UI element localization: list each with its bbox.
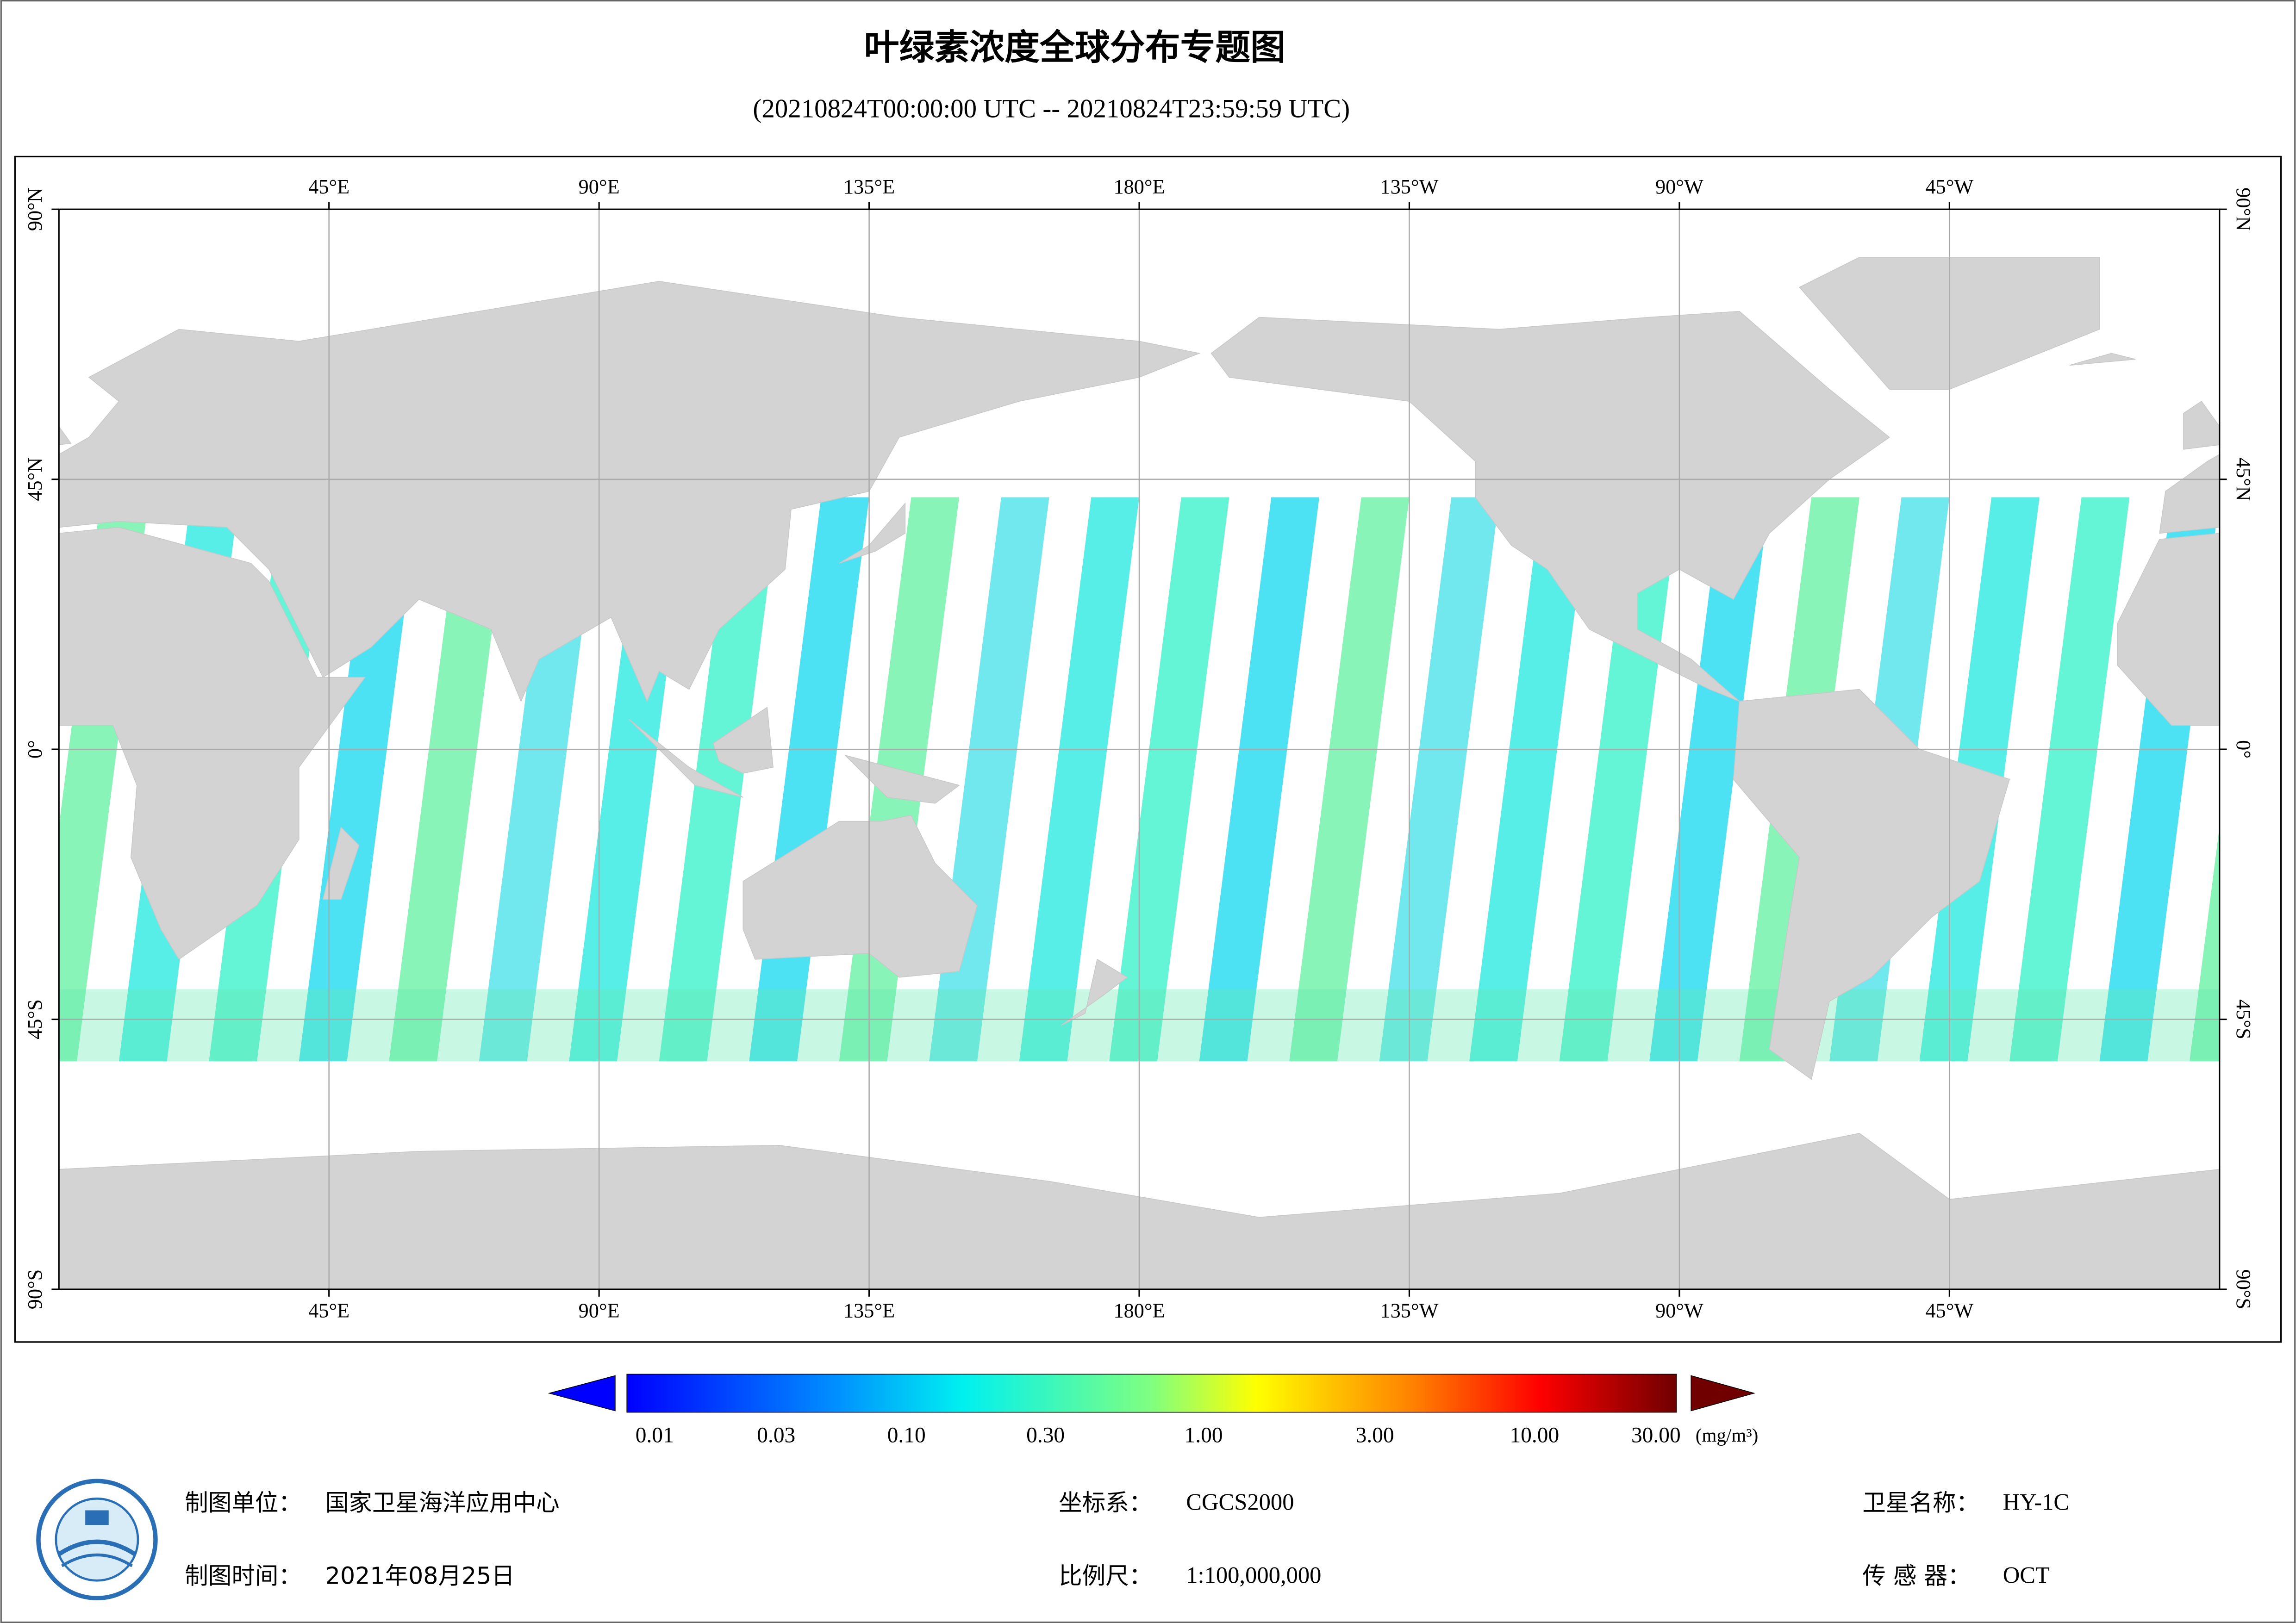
chlorophyll-swath bbox=[1019, 497, 1140, 1062]
land bbox=[1061, 958, 1128, 1026]
footer-value: CGCS2000 bbox=[1186, 1489, 1294, 1515]
lat-label: 45°N bbox=[24, 458, 46, 501]
land bbox=[629, 719, 743, 798]
title: 叶绿素浓度全球分布专题图 bbox=[864, 27, 1286, 68]
footer-label: 坐标系： bbox=[1059, 1489, 1152, 1516]
land bbox=[322, 827, 360, 900]
land bbox=[59, 527, 366, 960]
chlorophyll-swath bbox=[1469, 497, 1590, 1062]
lat-label: 0° bbox=[2232, 740, 2255, 759]
lon-label: 45°W bbox=[1925, 1300, 1973, 1322]
map-frame bbox=[14, 155, 2282, 1343]
graticule-labels: 45°E 45°E 90°E 90°E 135°E 135°E 180°E 180°E 135°… bbox=[24, 175, 2255, 1322]
lat-label: 0° bbox=[24, 740, 46, 759]
lat-label: 90°N bbox=[2232, 187, 2255, 231]
land bbox=[1210, 311, 1890, 702]
lon-label: 135°W bbox=[1380, 1300, 1439, 1322]
colorbar-over bbox=[1691, 1375, 1756, 1412]
footer-value: 2021年08月25日 bbox=[325, 1562, 515, 1589]
lon-label: 135°W bbox=[1380, 175, 1439, 198]
colorbar-label: 0.01 bbox=[636, 1423, 674, 1447]
colorbar-label: 30.00 bbox=[1631, 1423, 1681, 1447]
land bbox=[742, 815, 978, 978]
lon-label: 90°W bbox=[1655, 1300, 1703, 1322]
chlorophyll-swath bbox=[1289, 497, 1410, 1062]
lon-label: 180°E bbox=[1113, 1300, 1165, 1322]
subtitle: (20210824T00:00:00 UTC -- 20210824T23:59… bbox=[753, 94, 1350, 123]
lat-label: 45°S bbox=[2232, 999, 2255, 1039]
colorbar-label: 0.30 bbox=[1026, 1423, 1065, 1447]
land bbox=[712, 706, 774, 774]
land bbox=[59, 426, 72, 445]
footer-value: 1:100,000,000 bbox=[1186, 1562, 1321, 1588]
land bbox=[2117, 533, 2220, 726]
land bbox=[2069, 353, 2136, 366]
lon-label: 180°E bbox=[1113, 175, 1165, 198]
footer-label: 卫星名称： bbox=[1862, 1489, 1979, 1516]
lat-label: 90°S bbox=[24, 1269, 46, 1310]
lon-label: 45°W bbox=[1925, 175, 1973, 198]
lon-label: 90°E bbox=[579, 1300, 620, 1322]
chlorophyll-swath bbox=[2009, 497, 2130, 1062]
lon-label: 45°E bbox=[308, 1300, 349, 1322]
colorbar-under bbox=[548, 1375, 616, 1412]
colorbar-label: 0.10 bbox=[887, 1423, 926, 1447]
lon-label: 90°E bbox=[579, 175, 620, 198]
land bbox=[59, 280, 1201, 703]
lon-label: 135°E bbox=[843, 175, 895, 198]
logo bbox=[36, 1479, 158, 1600]
lon-label: 135°E bbox=[843, 1300, 895, 1322]
land bbox=[1733, 689, 2010, 1080]
footer-value: OCT bbox=[2003, 1562, 2050, 1588]
chlorophyll-swath bbox=[659, 497, 780, 1062]
colorbar-label: 0.03 bbox=[757, 1423, 795, 1447]
land bbox=[2159, 454, 2220, 534]
chlorophyll-swath bbox=[1199, 497, 1319, 1062]
lat-label: 45°S bbox=[24, 999, 46, 1039]
lat-label: 90°S bbox=[2232, 1269, 2255, 1310]
colorbar bbox=[626, 1374, 1677, 1413]
colorbar-label: 3.00 bbox=[1356, 1423, 1394, 1447]
land bbox=[2183, 401, 2220, 450]
footer-label: 制图时间： bbox=[185, 1562, 302, 1589]
footer-label: 制图单位： bbox=[185, 1489, 302, 1516]
lat-label: 90°N bbox=[24, 187, 46, 231]
footer: 制图单位： 国家卫星海洋应用中心 制图时间： 2021年08月25日 坐标系： … bbox=[185, 1489, 2069, 1589]
lon-label: 90°W bbox=[1655, 175, 1703, 198]
chlorophyll-swath bbox=[389, 497, 509, 1062]
footer-label: 比例尺： bbox=[1059, 1562, 1152, 1589]
footer-value: HY-1C bbox=[2003, 1489, 2069, 1515]
chlorophyll-swath bbox=[2189, 826, 2220, 1062]
land bbox=[844, 754, 960, 804]
lat-label: 45°N bbox=[2232, 458, 2255, 501]
lon-label: 45°E bbox=[308, 175, 349, 198]
colorbar-unit: (mg/m³) bbox=[1696, 1424, 1759, 1446]
colorbar-label: 10.00 bbox=[1510, 1423, 1559, 1447]
footer-label: 传 感 器： bbox=[1862, 1562, 1971, 1589]
colorbar-labels: 0.01 0.03 0.10 0.30 1.00 3.00 10.00 30.00 bbox=[636, 1423, 1681, 1447]
colorbar-label: 1.00 bbox=[1185, 1423, 1223, 1447]
map bbox=[59, 209, 2220, 1289]
footer-value: 国家卫星海洋应用中心 bbox=[325, 1489, 560, 1516]
